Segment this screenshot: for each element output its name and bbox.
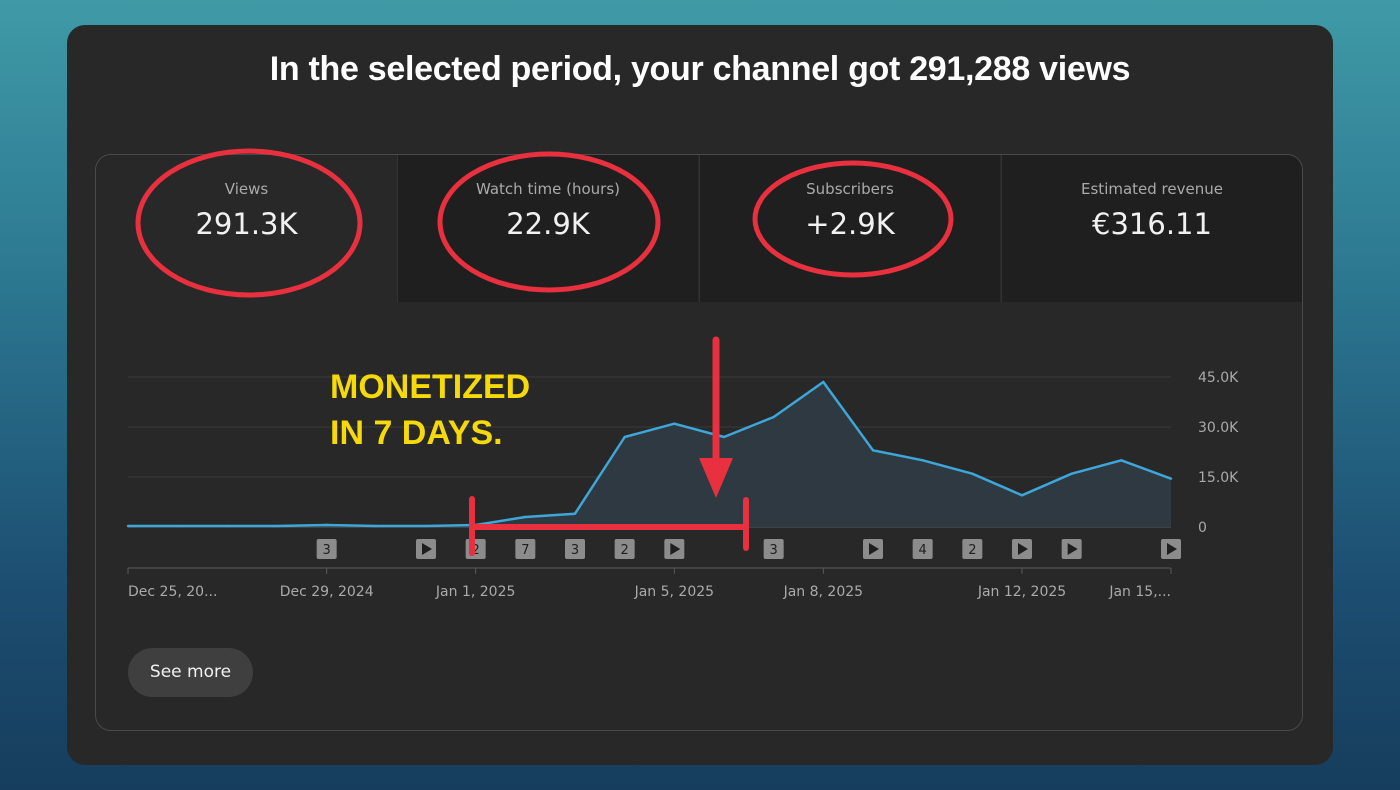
- metric-tab-revenue[interactable]: Estimated revenue €316.11: [1001, 155, 1302, 302]
- page-title: In the selected period, your channel got…: [269, 50, 1131, 88]
- y-tick-label: 0: [1198, 520, 1207, 536]
- marker-count-label: 3: [323, 543, 331, 558]
- annotation-line-2: IN 7 DAYS.: [330, 414, 503, 452]
- play-icon: [869, 543, 879, 555]
- play-icon: [1018, 543, 1028, 555]
- data-point: [673, 422, 676, 425]
- annotation-line-1: MONETIZED: [330, 368, 531, 406]
- views-area: [128, 382, 1171, 527]
- data-point: [1020, 494, 1024, 497]
- play-icon: [422, 543, 432, 555]
- data-point: [623, 435, 626, 439]
- video-count-marker: [614, 539, 635, 559]
- data-point: [375, 524, 378, 528]
- marker-count-label: 3: [571, 543, 579, 558]
- marker-count-label: 4: [919, 543, 927, 558]
- video-count-marker: [565, 539, 585, 559]
- metric-label: Estimated revenue: [1081, 180, 1223, 198]
- x-tick-label: Jan 8, 2025: [783, 584, 863, 600]
- data-point: [822, 380, 825, 384]
- data-point: [474, 523, 477, 527]
- y-tick-label: 15.0K: [1198, 470, 1239, 486]
- data-point: [325, 523, 328, 527]
- x-tick-label: Jan 1, 2025: [435, 584, 515, 600]
- video-count-marker: [316, 539, 337, 559]
- x-tick-label: Dec 25, 20...: [128, 584, 217, 600]
- views-line: [128, 380, 1172, 528]
- x-tick-label: Dec 29, 2024: [280, 584, 374, 600]
- data-point: [176, 524, 179, 528]
- video-count-marker: [515, 539, 536, 559]
- marker-count-label: 3: [770, 543, 778, 558]
- data-point: [971, 472, 974, 475]
- data-point: [871, 449, 875, 452]
- marker-count-label: 2: [621, 543, 629, 558]
- data-point: [722, 435, 726, 439]
- data-point: [1120, 459, 1123, 462]
- x-tick-label: Jan 12, 2025: [977, 584, 1066, 600]
- data-point: [126, 524, 130, 528]
- video-count-marker: [962, 539, 983, 559]
- marker-count-label: 7: [521, 543, 529, 558]
- play-icon: [670, 543, 681, 555]
- x-tick-label: Jan 15,...: [1108, 584, 1171, 600]
- play-icon: [1067, 543, 1078, 555]
- video-count-marker: [763, 539, 784, 559]
- video-count-marker: [912, 539, 933, 559]
- metric-value: €316.11: [1092, 207, 1212, 241]
- see-more-button[interactable]: See more: [128, 648, 253, 697]
- monetized-annotation: MONETIZED IN 7 DAYS.: [330, 364, 530, 456]
- y-tick-label: 45.0K: [1198, 370, 1239, 386]
- play-icon: [1167, 543, 1177, 555]
- data-point: [1070, 472, 1073, 475]
- data-point: [921, 459, 924, 462]
- data-point: [524, 515, 527, 519]
- data-point: [1169, 477, 1173, 480]
- x-tick-label: Jan 5, 2025: [634, 584, 714, 600]
- data-point: [226, 524, 229, 528]
- marker-count-label: 2: [472, 543, 480, 558]
- data-point: [424, 524, 428, 528]
- data-point: [772, 415, 775, 419]
- data-point: [573, 512, 577, 515]
- y-tick-label: 30.0K: [1198, 420, 1239, 436]
- marker-count-label: 2: [968, 543, 976, 558]
- data-point: [275, 524, 279, 528]
